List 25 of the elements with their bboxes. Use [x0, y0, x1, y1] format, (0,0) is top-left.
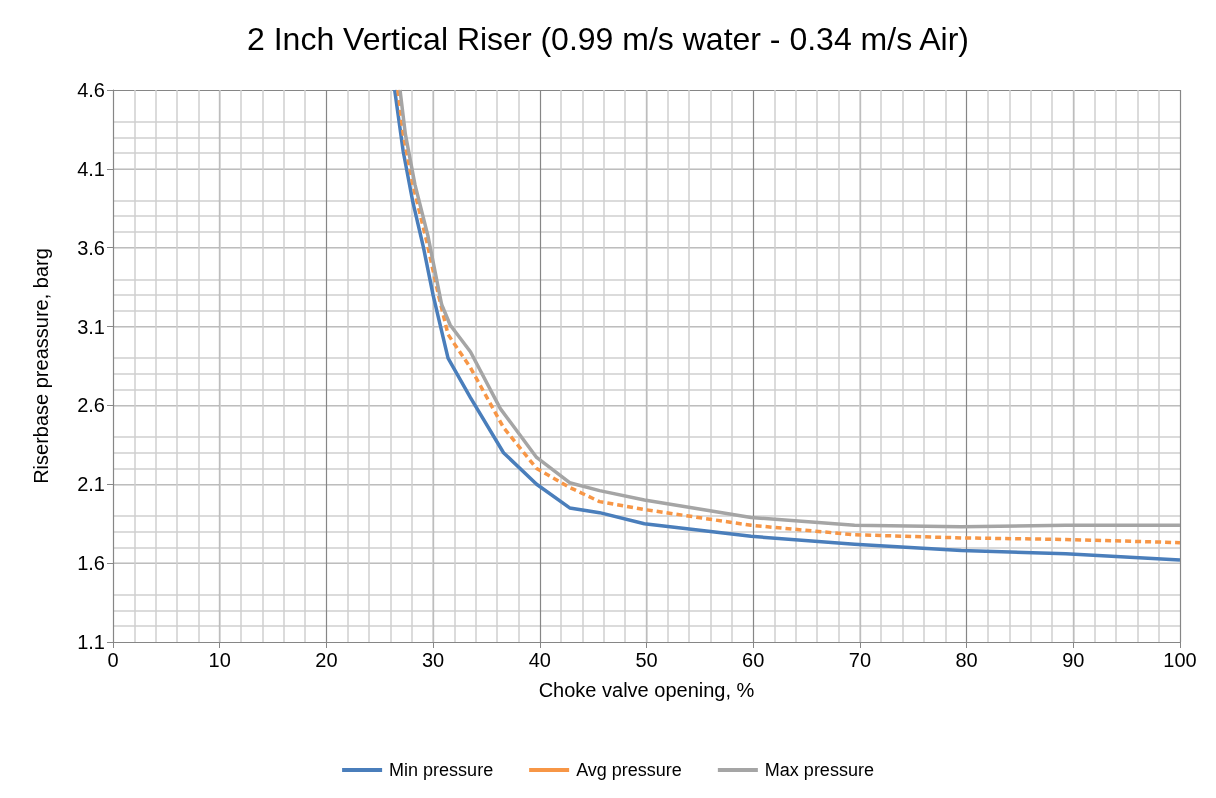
chart-title: 2 Inch Vertical Riser (0.99 m/s water - 0.34 m/s Air)	[246, 21, 970, 57]
y-tick-label: 2.1	[77, 473, 105, 496]
x-tick-label: 40	[528, 649, 551, 671]
legend-label: Avg pressure	[576, 760, 682, 780]
y-tick-label: 4.1	[77, 157, 105, 180]
x-tick-label: 60	[742, 649, 765, 671]
x-tick-label: 100	[1163, 649, 1197, 671]
x-tick-label: 80	[955, 649, 978, 671]
x-tick-label: 10	[208, 649, 231, 671]
y-tick-label: 2.6	[77, 394, 105, 417]
x-tick-label: 50	[635, 649, 658, 671]
x-tick-label: 70	[848, 649, 872, 671]
x-tick-label: 20	[315, 649, 338, 671]
y-tick-label: 1.6	[77, 552, 105, 575]
y-tick-label: 1.1	[77, 631, 105, 653]
y-tick-label: 4.6	[77, 79, 105, 101]
x-axis-title: Choke valve opening, %	[538, 679, 755, 701]
legend-label: Max pressure	[764, 760, 874, 780]
y-tick-label: 3.1	[77, 315, 105, 338]
y-axis-title: Riserbase preassure, barg	[30, 248, 52, 484]
legend-label: Min pressure	[389, 760, 494, 780]
x-tick-label: 30	[421, 649, 445, 671]
y-tick-label: 3.6	[77, 236, 105, 259]
x-tick-label: 90	[1062, 649, 1085, 671]
x-tick-label: 0	[107, 649, 119, 671]
